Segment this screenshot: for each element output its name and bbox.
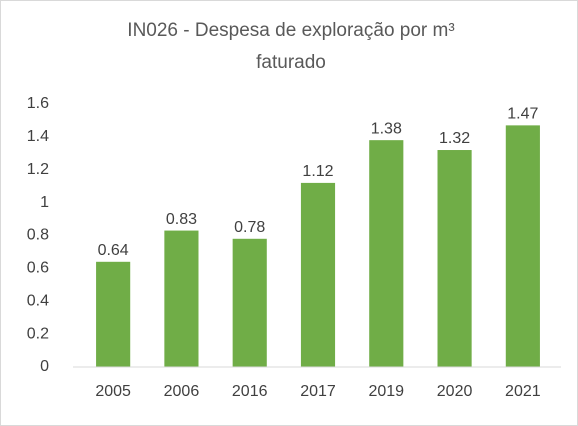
bar xyxy=(300,182,336,367)
bar xyxy=(505,125,540,368)
bar xyxy=(96,261,131,367)
y-tick-label: 0 xyxy=(40,358,49,375)
value-label: 1.38 xyxy=(371,120,402,137)
x-tick-label: 2005 xyxy=(95,383,131,400)
y-tick-label: 1.2 xyxy=(27,161,49,178)
y-tick-label: 0.8 xyxy=(27,227,49,244)
value-label: 1.12 xyxy=(302,163,333,180)
x-tick-label: 2016 xyxy=(232,383,268,400)
bar xyxy=(232,238,267,367)
y-tick-label: 1 xyxy=(40,194,49,211)
bar xyxy=(437,150,472,367)
x-tick-label: 2017 xyxy=(300,383,336,400)
value-label: 1.32 xyxy=(439,130,470,147)
bar xyxy=(369,140,404,367)
value-label: 0.83 xyxy=(166,211,197,228)
x-tick-label: 2021 xyxy=(505,383,541,400)
bar xyxy=(164,230,199,367)
value-label: 1.47 xyxy=(507,106,538,123)
chart-title: IN026 - Despesa de exploração por m³ fat… xyxy=(127,20,455,73)
x-tick-label: 2020 xyxy=(437,383,473,400)
y-tick-label: 1.4 xyxy=(27,128,49,145)
y-tick-label: 0.6 xyxy=(27,260,49,277)
y-tick-label: 0.4 xyxy=(27,292,49,309)
y-tick-label: 1.6 xyxy=(27,95,49,112)
y-tick-label: 0.2 xyxy=(27,325,49,342)
value-label: 0.64 xyxy=(98,242,129,259)
value-label: 0.78 xyxy=(234,219,265,236)
x-tick-label: 2019 xyxy=(368,383,404,400)
x-tick-label: 2006 xyxy=(164,383,200,400)
